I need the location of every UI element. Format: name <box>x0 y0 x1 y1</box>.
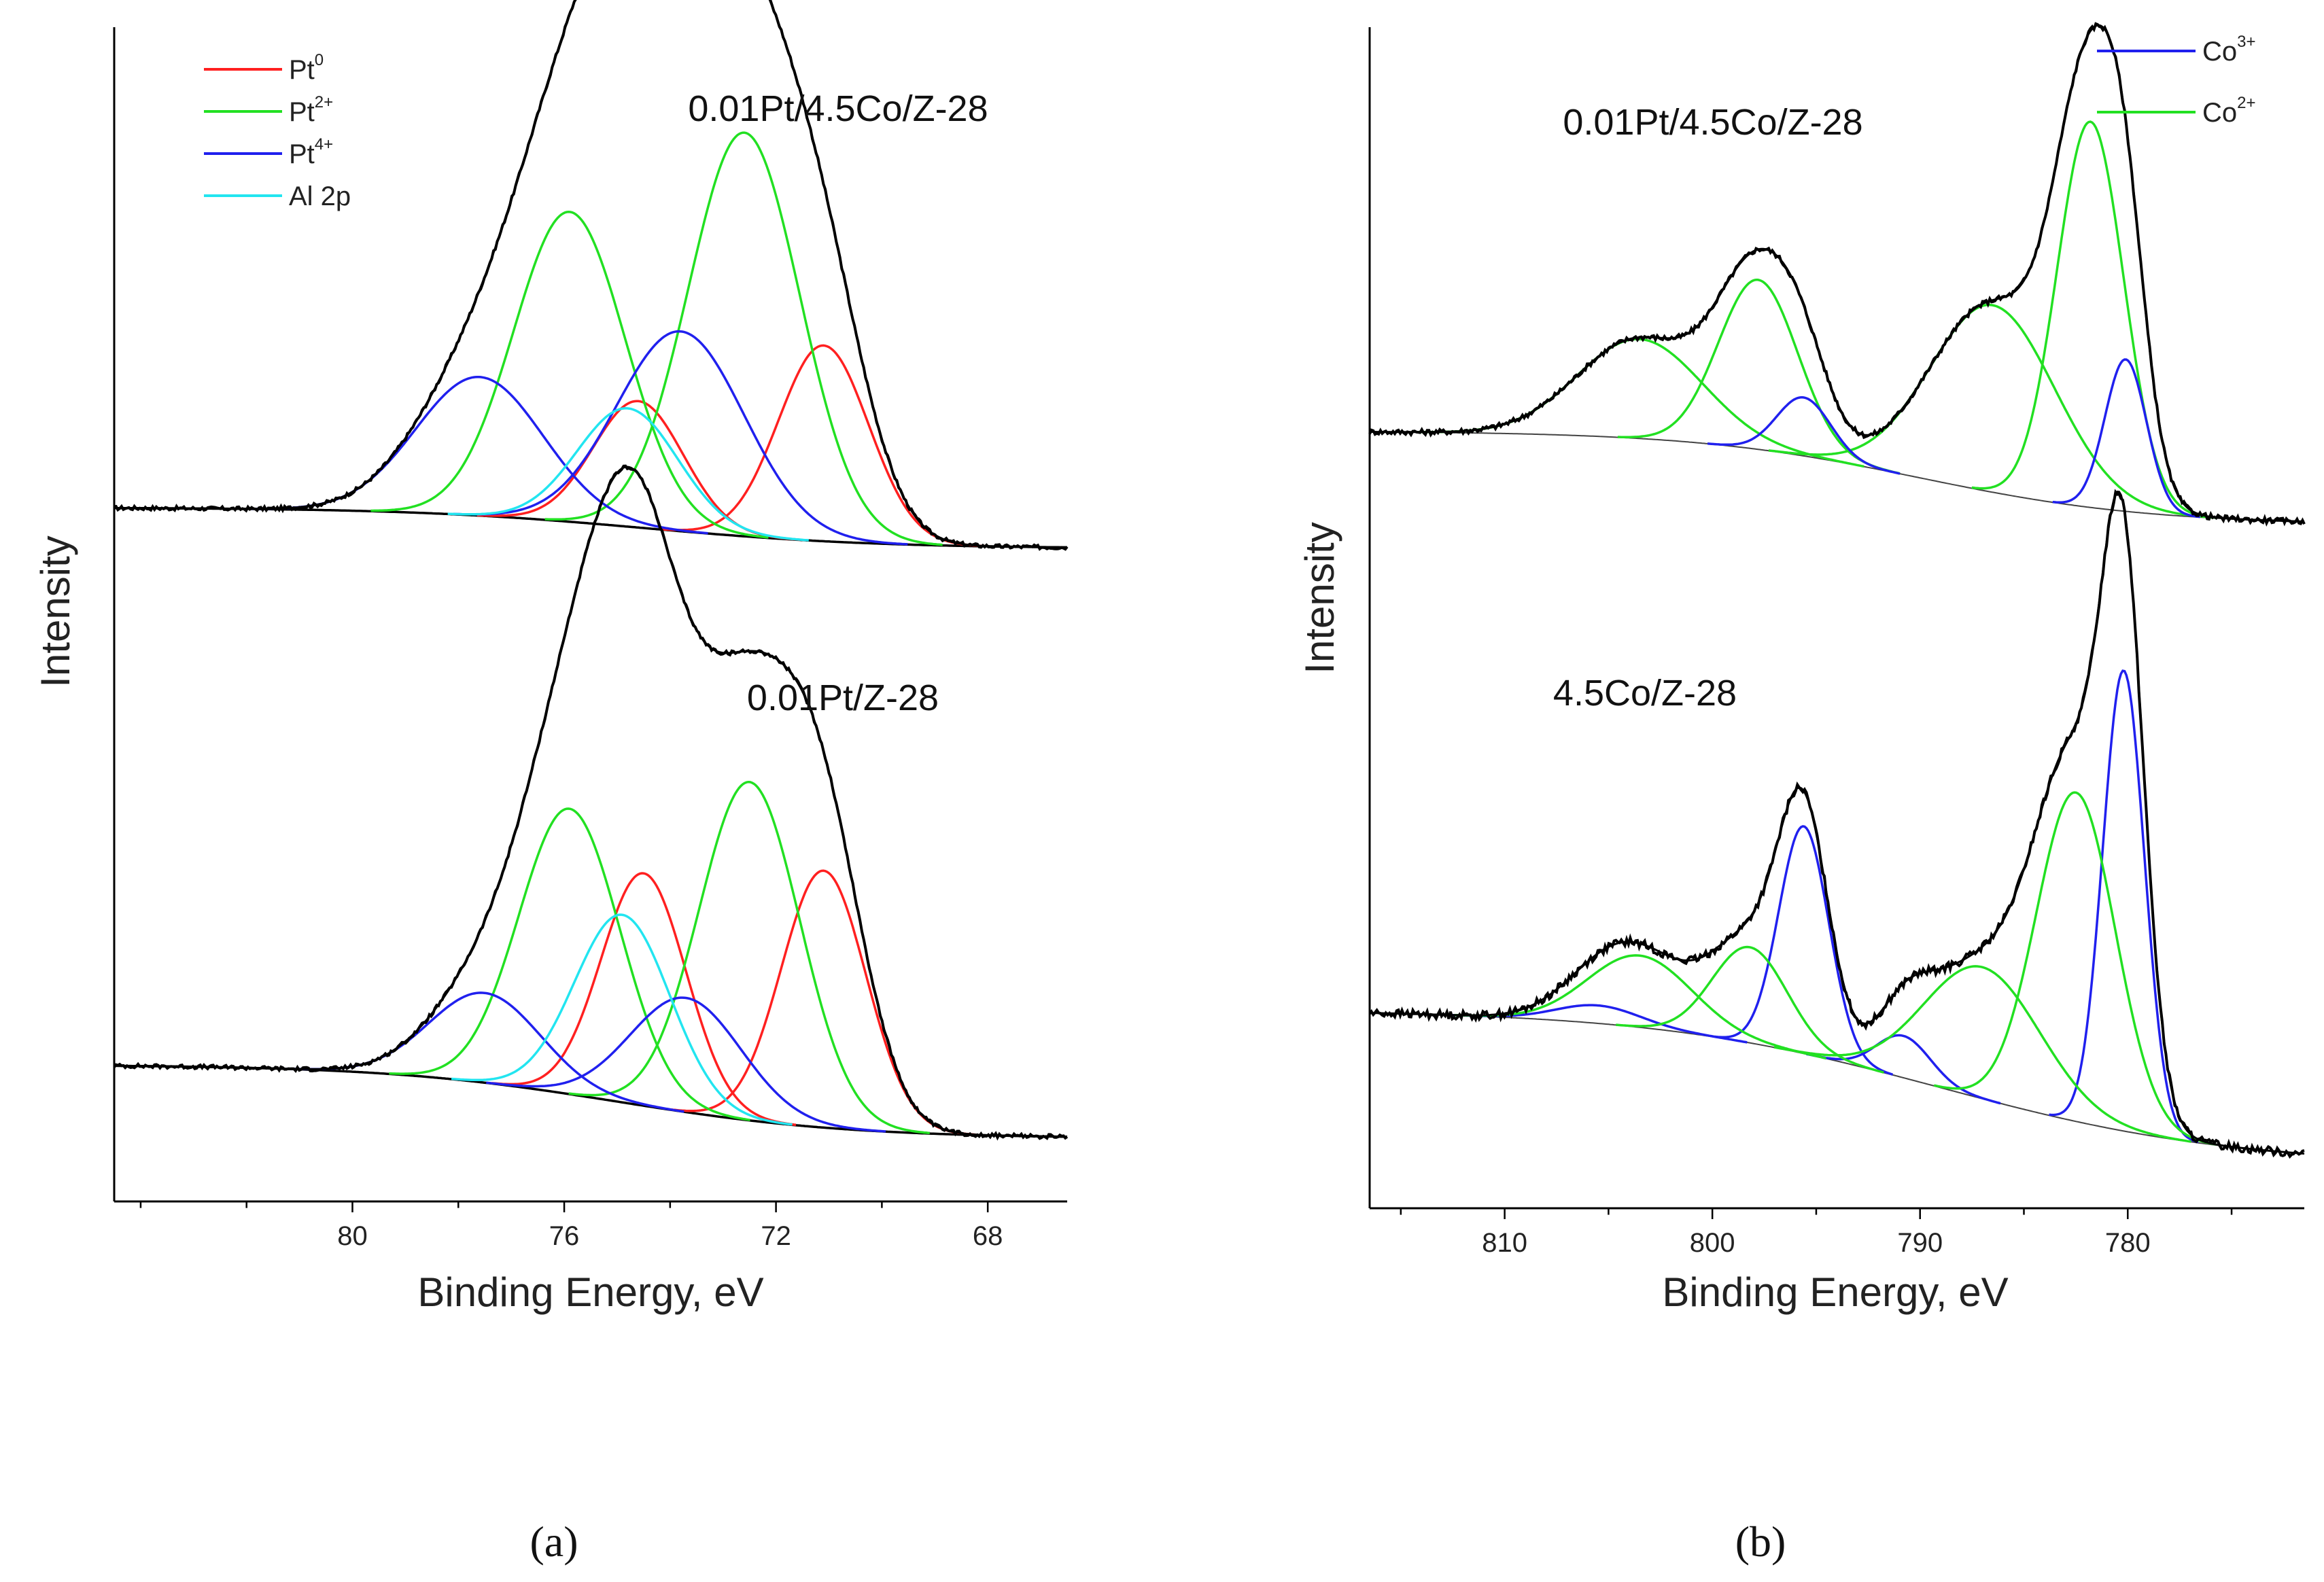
legend-label-name: Pt <box>289 97 315 127</box>
fit-envelope <box>114 465 1068 1138</box>
measured-spectrum <box>114 0 1069 551</box>
x-tick-label: 790 <box>1897 1228 1943 1258</box>
peak-co3- <box>2052 358 2200 518</box>
panel-a-ticks: 80 76 72 68 <box>139 1201 1003 1251</box>
panel-a-x-axis-label: Binding Energy, eV <box>417 1269 763 1315</box>
measured-spectrum <box>1368 489 2305 1159</box>
panel-b: 810 800 790 780 Binding Energy, eV Intensit… <box>1297 22 2306 1566</box>
fit-envelope <box>1370 24 2305 523</box>
peak-co2- <box>1616 945 1884 1074</box>
x-tick-label: 810 <box>1482 1228 1527 1258</box>
peak-co2- <box>1933 791 2217 1146</box>
peak-co2- <box>1971 120 2210 518</box>
x-tick-label: 68 <box>973 1221 1003 1251</box>
legend-label-superscript: 2+ <box>315 93 333 111</box>
panel-a-sample-label-bottom: 0.01Pt/Z-28 <box>747 678 939 718</box>
x-tick-label: 72 <box>761 1221 791 1251</box>
peak-pt0 <box>661 344 985 548</box>
legend-label-superscript: 0 <box>315 51 324 69</box>
peak-pt2- <box>568 780 930 1135</box>
background-line <box>1369 1012 2305 1155</box>
legend-label: Co3+ <box>2202 33 2256 67</box>
panel-b-sample-label-top: 0.01Pt/4.5Co/Z-28 <box>1563 102 1862 143</box>
peak-pt2- <box>544 131 943 546</box>
x-tick-label: 76 <box>549 1221 580 1251</box>
panel-a-sample-label-top: 0.01Pt/4.5Co/Z-28 <box>688 88 988 129</box>
legend-label: Co2+ <box>2202 94 2256 128</box>
peak-pt2- <box>370 210 769 539</box>
background-line <box>114 1064 1068 1138</box>
peak-al-2p <box>447 407 809 542</box>
legend-label: Pt2+ <box>289 93 333 127</box>
panel-b-legend: Co3+Co2+ <box>2097 33 2256 128</box>
panel-b-caption: (b) <box>1735 1517 1786 1566</box>
peak-pt0 <box>671 869 976 1136</box>
peak-co2- <box>1768 303 2217 519</box>
x-tick-label: 80 <box>337 1221 368 1251</box>
legend-label-superscript: 4+ <box>315 135 333 154</box>
peak-pt4- <box>486 996 886 1133</box>
peak-co3- <box>1714 825 1894 1076</box>
panel-a-y-axis-label: Intensity <box>33 535 78 687</box>
panel-b-sample-label-bottom: 4.5Co/Z-28 <box>1553 673 1737 714</box>
legend-label: Pt0 <box>289 51 324 85</box>
legend-label-name: Pt <box>289 55 315 85</box>
measured-spectrum <box>113 464 1069 1141</box>
peak-co2- <box>1416 338 1865 468</box>
panel-a-curves <box>113 0 1069 1141</box>
legend-label-name: Co <box>2202 98 2237 128</box>
peak-co3- <box>1707 396 1901 475</box>
legend-label-superscript: 2+ <box>2237 94 2255 112</box>
x-tick-label: 780 <box>2105 1228 2151 1258</box>
x-tick-label: 800 <box>1690 1228 1735 1258</box>
legend-label: Pt4+ <box>289 135 333 169</box>
panel-a-caption: (a) <box>530 1517 578 1566</box>
peak-pt0 <box>491 872 797 1127</box>
fit-envelope <box>1369 491 2305 1155</box>
peak-co2- <box>1617 279 1901 475</box>
peak-pt4- <box>453 330 908 546</box>
legend-label-superscript: 3+ <box>2237 33 2255 51</box>
panel-b-y-axis-label: Intensity <box>1297 522 1342 673</box>
panel-b-curves <box>1368 22 2306 1159</box>
legend-label-name: Pt <box>289 139 315 169</box>
legend-label-name: Co <box>2202 37 2237 67</box>
peak-pt2- <box>389 807 750 1121</box>
panel-b-x-axis-label: Binding Energy, eV <box>1662 1269 2008 1315</box>
peak-co2- <box>1454 954 1826 1060</box>
panel-a: 80 76 72 68 Binding Energy, eV Intensity 0.… <box>33 0 1069 1566</box>
legend-label-name: Al 2p <box>289 181 351 211</box>
fit-envelope <box>114 0 1068 548</box>
legend-label: Al 2p <box>289 181 351 211</box>
peak-al-2p <box>451 913 793 1126</box>
peak-co2- <box>1773 965 2191 1143</box>
peak-co3- <box>1806 1034 2001 1105</box>
peak-co3- <box>2049 669 2199 1144</box>
panel-b-ticks: 810 800 790 780 <box>1400 1208 2233 1258</box>
